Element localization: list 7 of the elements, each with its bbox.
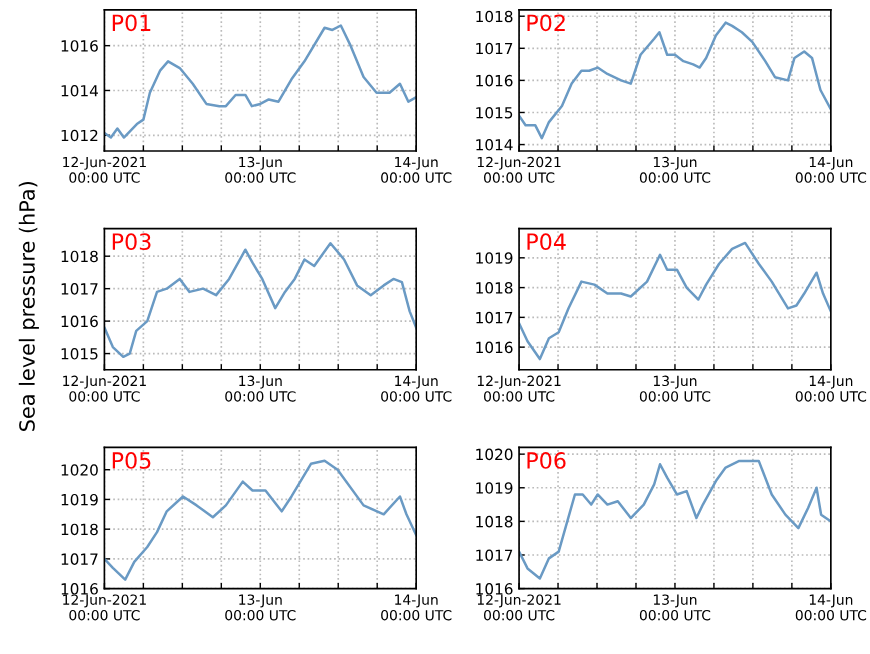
chart-title: P04 <box>527 233 566 251</box>
chart-title: P03 <box>112 233 151 251</box>
y-axis-title: Sea level pressure (hPa) <box>18 182 39 431</box>
chart-title: P02 <box>527 14 565 32</box>
chart-title: P01 <box>112 14 151 32</box>
chart-title: P05 <box>112 452 151 469</box>
chart-title: P06 <box>527 452 566 469</box>
